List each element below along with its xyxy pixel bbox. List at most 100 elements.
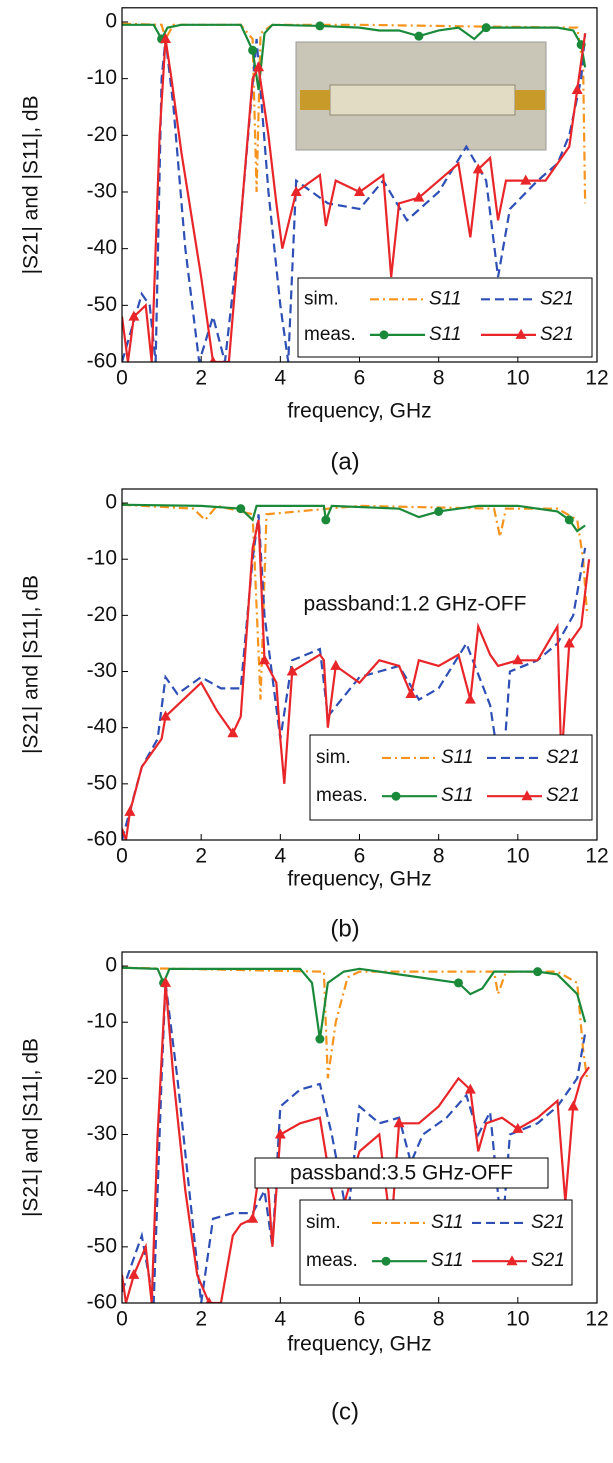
plot-frame xyxy=(121,951,598,1304)
legend-marker xyxy=(506,1255,518,1266)
series-line xyxy=(122,982,590,1303)
caption: (b) xyxy=(330,915,359,942)
x-tick-label: 4 xyxy=(274,1308,286,1331)
y-tick-label: -50 xyxy=(87,771,117,794)
marker xyxy=(567,1100,579,1111)
y-tick-label: -40 xyxy=(87,1178,117,1201)
y-tick-label: -40 xyxy=(87,715,117,738)
legend-label: S21 xyxy=(540,324,574,345)
marker xyxy=(236,504,246,514)
marker xyxy=(209,356,217,363)
annotation: passband:3.5 GHz-OFF xyxy=(290,1162,513,1185)
x-tick-label: 0 xyxy=(116,1308,128,1331)
marker xyxy=(205,1297,213,1303)
inset-board xyxy=(329,84,516,116)
series-line xyxy=(122,503,586,533)
marker xyxy=(128,310,140,321)
series-line xyxy=(122,514,587,840)
series-line xyxy=(122,23,587,91)
y-tick-label: -60 xyxy=(87,828,117,851)
x-tick-label: 4 xyxy=(274,367,286,390)
plot-area xyxy=(122,966,590,1303)
marker xyxy=(247,1212,259,1223)
marker xyxy=(481,23,491,33)
y-tick-label: -60 xyxy=(87,350,117,373)
legend: sim. S11 S21 meas. S11 S21 xyxy=(297,277,593,358)
x-tick-label: 0 xyxy=(116,845,128,868)
y-tick-label: -30 xyxy=(87,1122,117,1145)
legend-marker xyxy=(515,328,527,339)
marker xyxy=(405,687,417,698)
legend-label: S11 xyxy=(429,324,461,345)
annotation-box xyxy=(254,1157,549,1189)
legend-marker xyxy=(521,790,533,801)
marker xyxy=(520,174,532,185)
marker xyxy=(564,515,574,525)
marker xyxy=(571,83,583,94)
marker xyxy=(160,32,172,43)
legend-label: S21 xyxy=(531,1250,565,1271)
plot-frame xyxy=(121,488,598,841)
marker xyxy=(330,659,342,670)
x-axis-label: frequency, GHz xyxy=(287,868,431,891)
legend-marker xyxy=(381,1256,391,1266)
y-tick-label: -10 xyxy=(87,66,117,89)
marker xyxy=(315,21,325,31)
marker xyxy=(124,805,136,816)
x-tick-label: 4 xyxy=(274,845,286,868)
marker xyxy=(160,976,172,987)
legend-label: S11 xyxy=(441,785,473,806)
legend-label: S11 xyxy=(441,747,473,768)
legend-label: S21 xyxy=(540,288,574,309)
x-tick-label: 6 xyxy=(354,367,366,390)
marker xyxy=(315,1034,325,1044)
marker xyxy=(274,1128,286,1139)
marker xyxy=(253,61,265,72)
annotation: passband:1.2 GHz-OFF xyxy=(304,593,527,616)
legend-marker xyxy=(379,330,389,340)
x-tick-label: 6 xyxy=(354,845,366,868)
y-axis-label: |S21| and |S11|, dB xyxy=(20,95,43,274)
x-tick-label: 8 xyxy=(433,845,445,868)
x-axis-label: frequency, GHz xyxy=(287,400,431,423)
plot-area xyxy=(122,503,591,840)
marker xyxy=(160,710,172,721)
y-tick-label: -10 xyxy=(87,1010,117,1033)
y-tick-label: -40 xyxy=(87,236,117,259)
marker xyxy=(414,31,424,41)
y-tick-label: -20 xyxy=(87,123,117,146)
marker xyxy=(286,665,298,676)
legend-label: S21 xyxy=(531,1212,565,1233)
x-tick-label: 10 xyxy=(506,1308,529,1331)
marker xyxy=(128,1268,140,1279)
y-tick-label: -10 xyxy=(87,547,117,570)
y-axis-label: |S21| and |S11|, dB xyxy=(20,575,43,754)
series-line xyxy=(122,33,587,363)
x-tick-label: 0 xyxy=(116,367,128,390)
y-tick-label: -30 xyxy=(87,180,117,203)
marker xyxy=(290,185,302,196)
marker xyxy=(227,727,239,738)
y-tick-label: 0 xyxy=(105,491,117,514)
caption: (c) xyxy=(331,1398,359,1425)
marker xyxy=(354,185,365,196)
marker xyxy=(393,1117,405,1128)
marker xyxy=(453,978,463,988)
x-tick-label: 2 xyxy=(195,367,207,390)
legend: sim. S11 S21 meas. S11 S21 xyxy=(299,1199,573,1286)
y-tick-label: -20 xyxy=(87,1066,117,1089)
marker xyxy=(512,654,524,665)
y-tick-label: 0 xyxy=(105,10,117,33)
x-tick-label: 2 xyxy=(195,845,207,868)
marker xyxy=(464,693,476,704)
marker xyxy=(259,654,270,665)
y-tick-label: -50 xyxy=(87,293,117,316)
inset-connector xyxy=(300,90,330,110)
y-tick-label: -30 xyxy=(87,659,117,682)
x-tick-label: 10 xyxy=(506,845,529,868)
legend-row-label: sim. xyxy=(316,747,351,768)
x-axis-label: frequency, GHz xyxy=(287,1333,431,1356)
legend-label: S21 xyxy=(546,747,580,768)
